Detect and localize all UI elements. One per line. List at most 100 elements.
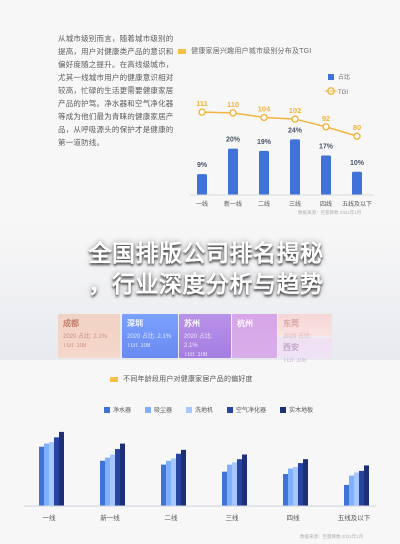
legend-item: 吸尘器 xyxy=(145,405,172,414)
bottom-chart-title-text: 不同年龄段用户对健康家居产品的偏好度 xyxy=(123,376,253,383)
top-chart-svg: 占比 TGI 9% 一线 111 20% 新一线 110 19% 二线 104 24% 三线 102 1… xyxy=(190,73,374,216)
bottom-chart-svg: 一线 新一线 二线 三线 四线 五线及以下 数据来源：巨量算数 2021年1月 xyxy=(24,431,376,540)
city-card-chengdu: 成都 2020 占比: 2.1% TGI: 108 xyxy=(58,314,120,358)
tgi-value-label: 102 xyxy=(289,106,302,115)
top-chart-legend: 占比 TGI xyxy=(325,73,350,96)
city-card-shenzhen: 深圳 2020 占比: 2.1% TGI: 108 xyxy=(122,314,178,358)
share-value-label: 19% xyxy=(257,139,272,146)
tgi-value-label: 92 xyxy=(322,114,330,123)
legend-label: 吸尘器 xyxy=(154,408,173,414)
share-bar xyxy=(228,148,238,195)
tgi-value-label: 104 xyxy=(258,105,271,114)
city-name: 杭州 xyxy=(237,319,253,328)
bottom-x-axis-label: 五线及以下 xyxy=(338,513,371,522)
legend-label-tgi: TGI xyxy=(338,90,348,96)
bottom-bar xyxy=(354,472,359,506)
city-meta-1: 2020 占比: 2.1% xyxy=(184,334,213,349)
top-chart-title: 健康家居兴趣用户城市级别分布及TGI xyxy=(178,46,388,56)
bottom-chart-xlabels: 一线 新一线 二线 三线 四线 五线及以下 xyxy=(43,513,371,522)
bottom-bar xyxy=(44,443,49,506)
legend-item: 净水器 xyxy=(104,405,131,414)
legend-swatch xyxy=(186,406,193,413)
top-panel: 从城市级别而言，随着城市级别的提高，用户对健康类产品的意识和偏好度随之提升。在高… xyxy=(0,0,400,252)
city-name: 苏州 xyxy=(184,319,200,328)
bottom-x-axis-label: 三线 xyxy=(226,513,240,522)
bottom-bar xyxy=(222,471,227,506)
x-axis-label: 五线及以下 xyxy=(342,200,372,208)
city-meta-2: TGI: 108 xyxy=(127,343,151,349)
bottom-bar xyxy=(288,468,293,506)
legend-swatch xyxy=(145,406,152,413)
bottom-x-axis-label: 一线 xyxy=(43,513,57,522)
bottom-bar xyxy=(344,484,349,506)
bottom-bar xyxy=(283,474,288,506)
top-chart: 健康家居兴趣用户城市级别分布及TGI 占比 TGI 9% 一线 111 20% 新一线 1… xyxy=(178,46,388,220)
headline-line-2: ，行业深度分析与趋势 xyxy=(88,271,324,297)
legend-swatch xyxy=(280,406,287,413)
bottom-bar xyxy=(59,431,64,506)
city-card-hangzhou: 杭州 xyxy=(232,314,277,358)
bottom-bar xyxy=(39,446,44,506)
legend-item: 空气净化器 xyxy=(227,405,266,414)
bottom-bar xyxy=(232,462,237,506)
share-bar xyxy=(197,174,207,195)
bottom-bar xyxy=(293,467,298,506)
bottom-bar xyxy=(49,442,54,506)
bottom-chart-bars xyxy=(39,431,369,506)
bottom-bar xyxy=(166,460,171,506)
city-grid: 成都 2020 占比: 2.1% TGI: 108 深圳 2020 占比: 2.… xyxy=(58,314,332,364)
bottom-x-axis-label: 二线 xyxy=(165,513,179,522)
x-axis-label: 三线 xyxy=(289,200,301,208)
city-meta-1: 2020 占比: 2.1% xyxy=(63,334,108,340)
bottom-bar xyxy=(115,449,120,506)
top-chart-source: 数据来源：巨量算数 2021年1月 xyxy=(298,209,361,216)
share-bar xyxy=(321,155,331,195)
share-bar xyxy=(352,171,362,195)
bottom-panel: 不同年龄段用户对健康家居产品的偏好度 净水器 吸尘器 洗地机 空气净化器 实木地… xyxy=(0,360,400,544)
legend-label: 洗地机 xyxy=(195,408,214,414)
share-value-label: 20% xyxy=(226,137,241,144)
title-accent xyxy=(110,376,118,382)
x-axis-label: 新一线 xyxy=(224,200,242,208)
x-axis-label: 四线 xyxy=(320,200,332,208)
tgi-point xyxy=(229,109,237,117)
legend-label: 实木地板 xyxy=(289,408,314,414)
bottom-bar xyxy=(171,458,176,506)
bottom-bar xyxy=(181,449,186,506)
tgi-value-label: 110 xyxy=(227,100,239,109)
city-name: 东莞 xyxy=(283,319,299,328)
share-bar xyxy=(290,139,300,195)
intro-text: 从城市级别而言，随着城市级别的提高，用户对健康类产品的意识和偏好度随之提升。在高… xyxy=(58,34,174,147)
share-value-label: 17% xyxy=(319,144,334,151)
bottom-bar xyxy=(105,457,110,506)
legend-item: 实木地板 xyxy=(280,405,313,414)
bottom-bar xyxy=(303,459,308,506)
tgi-point xyxy=(353,132,361,140)
city-meta-1: TGI: 108 xyxy=(283,358,307,364)
city-meta-2: TGI: 108 xyxy=(63,343,87,349)
x-axis-label: 一线 xyxy=(196,200,208,208)
share-value-label: 24% xyxy=(288,127,303,134)
city-meta-2: TGI: 108 xyxy=(184,352,208,358)
share-value-label: 9% xyxy=(197,162,208,169)
bottom-x-axis-label: 新一线 xyxy=(100,513,120,522)
bottom-chart-title: 不同年龄段用户对健康家居产品的偏好度 xyxy=(110,374,253,384)
city-name: 西安 xyxy=(283,343,299,352)
tgi-line xyxy=(201,111,358,137)
bottom-bar xyxy=(100,460,105,506)
legend-swatch xyxy=(227,406,234,413)
bottom-bar xyxy=(110,454,115,506)
share-value-label: 10% xyxy=(350,160,365,167)
legend-item: 洗地机 xyxy=(186,405,213,414)
city-meta-1: 2020 占比: 2.1% xyxy=(127,334,172,340)
city-card-xian: 西安 TGI: 108 xyxy=(278,338,332,364)
tgi-value-label: 111 xyxy=(196,99,208,108)
top-chart-title-text: 健康家居兴趣用户城市级别分布及TGI xyxy=(191,48,312,55)
bottom-bar xyxy=(242,454,247,506)
top-chart-labels: 9% 一线 111 20% 新一线 110 19% 二线 104 24% 三线 102 17% 四线 92 1… xyxy=(196,99,372,208)
bottom-bar xyxy=(364,465,369,506)
share-bar xyxy=(259,150,269,195)
legend-label: 净水器 xyxy=(113,408,132,414)
bottom-bar xyxy=(349,475,354,506)
headline-wrap: 全国排版公司排名揭秘 ，行业深度分析与趋势 xyxy=(46,238,366,300)
